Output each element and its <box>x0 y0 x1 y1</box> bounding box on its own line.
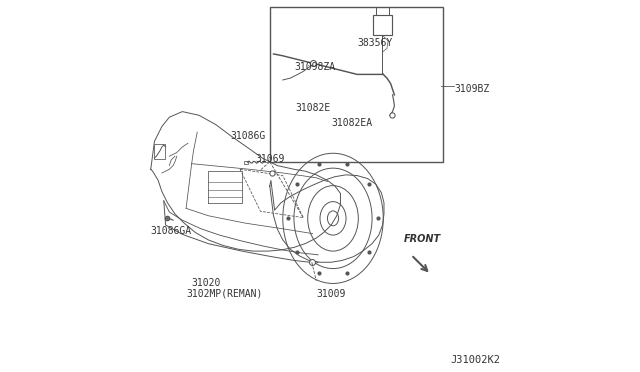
Text: 31009: 31009 <box>316 289 346 299</box>
Text: 31082E: 31082E <box>296 103 331 113</box>
Text: 31069: 31069 <box>255 154 284 164</box>
Bar <box>154 144 165 159</box>
Text: 3102MP(REMAN): 3102MP(REMAN) <box>186 289 262 299</box>
Bar <box>270 7 443 162</box>
Text: 31082EA: 31082EA <box>331 118 372 128</box>
Text: 31020: 31020 <box>191 278 221 288</box>
Text: 31098ZA: 31098ZA <box>294 62 335 72</box>
Text: 3109BZ: 3109BZ <box>454 84 489 94</box>
Text: J31002K2: J31002K2 <box>451 355 500 365</box>
Bar <box>373 15 392 35</box>
Text: 38356Y: 38356Y <box>357 38 392 48</box>
Text: 31086G: 31086G <box>231 131 266 141</box>
Text: 31086GA: 31086GA <box>151 226 192 235</box>
Bar <box>376 7 389 15</box>
Bar <box>244 161 248 164</box>
Text: FRONT: FRONT <box>404 234 441 244</box>
